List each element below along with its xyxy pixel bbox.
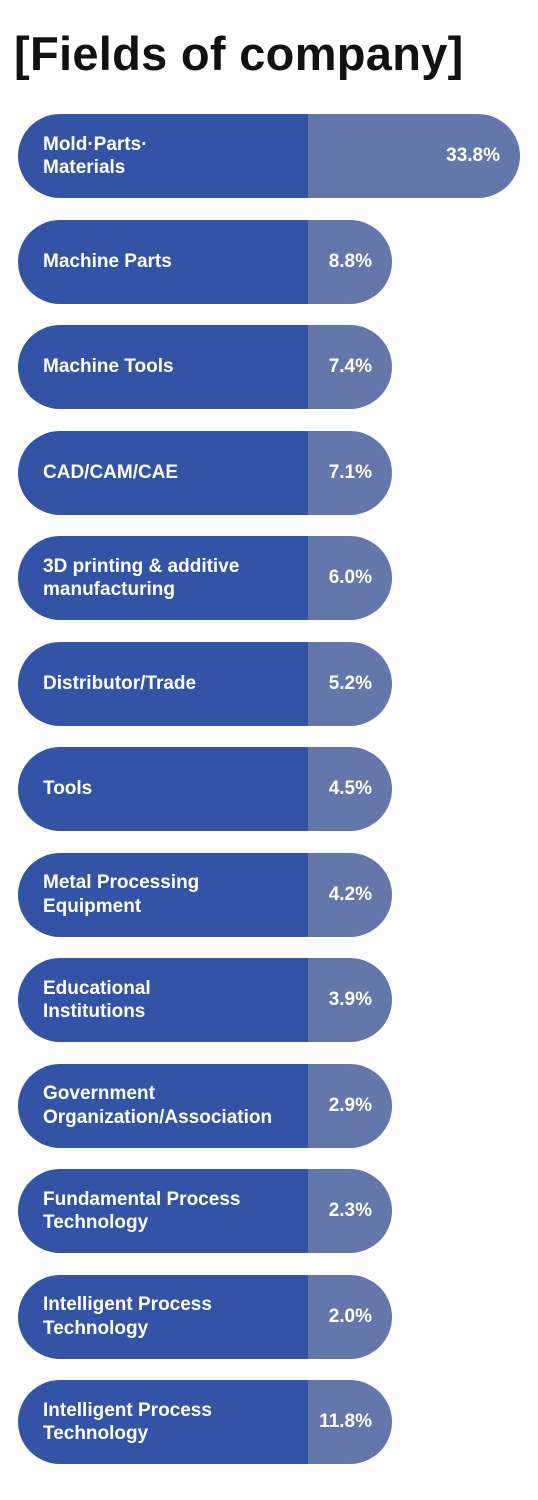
bar-value-label: 33.8%: [308, 114, 520, 198]
bar: Mold·Parts· Materials 33.8%: [18, 114, 520, 198]
bar: Tools 4.5%: [18, 747, 392, 831]
bar: Government Organization/Association 2.9%: [18, 1063, 392, 1148]
bar-label: Fundamental Process Technology: [18, 1169, 308, 1253]
bar-label: Machine Tools: [18, 325, 308, 409]
bar-label: Government Organization/Association: [18, 1063, 308, 1148]
bar-value-label: 7.1%: [308, 430, 392, 515]
bar-label: Intelligent Process Technology: [18, 1274, 308, 1359]
bar-label: Mold·Parts· Materials: [18, 114, 308, 198]
bar-value-label: 4.2%: [308, 852, 392, 937]
bar: CAD/CAM/CAE 7.1%: [18, 430, 392, 515]
chart-title: [Fields of company]: [14, 27, 464, 80]
bar: Educational Institutions 3.9%: [18, 958, 392, 1042]
bar: 3D printing & additive manufacturing 6.0%: [18, 536, 392, 620]
bar-label: Machine Parts: [18, 219, 308, 304]
bar-label: 3D printing & additive manufacturing: [18, 536, 308, 620]
bar: Machine Tools 7.4%: [18, 325, 392, 409]
bar: Fundamental Process Technology 2.3%: [18, 1169, 392, 1253]
bar-value-label: 8.8%: [308, 219, 392, 304]
bar-label: Tools: [18, 747, 308, 831]
bar-label: Educational Institutions: [18, 958, 308, 1042]
bar-value-label: 11.8%: [308, 1380, 392, 1464]
bar-value-label: 2.3%: [308, 1169, 392, 1253]
bar: Metal Processing Equipment 4.2%: [18, 852, 392, 937]
bar: Distributor/Trade 5.2%: [18, 641, 392, 726]
bar-value-label: 6.0%: [308, 536, 392, 620]
bar-label: Metal Processing Equipment: [18, 852, 308, 937]
bar-label: CAD/CAM/CAE: [18, 430, 308, 515]
bar-value-label: 2.0%: [308, 1274, 392, 1359]
bar: Intelligent Process Technology 2.0%: [18, 1274, 392, 1359]
bar: Intelligent Process Technology 11.8%: [18, 1380, 392, 1464]
bar-value-label: 2.9%: [308, 1063, 392, 1148]
bar-label: Intelligent Process Technology: [18, 1380, 308, 1464]
bar-value-label: 3.9%: [308, 958, 392, 1042]
bar-label: Distributor/Trade: [18, 641, 308, 726]
bar-value-label: 7.4%: [308, 325, 392, 409]
bar-value-label: 5.2%: [308, 641, 392, 726]
bar: Machine Parts 8.8%: [18, 219, 392, 304]
bar-value-label: 4.5%: [308, 747, 392, 831]
